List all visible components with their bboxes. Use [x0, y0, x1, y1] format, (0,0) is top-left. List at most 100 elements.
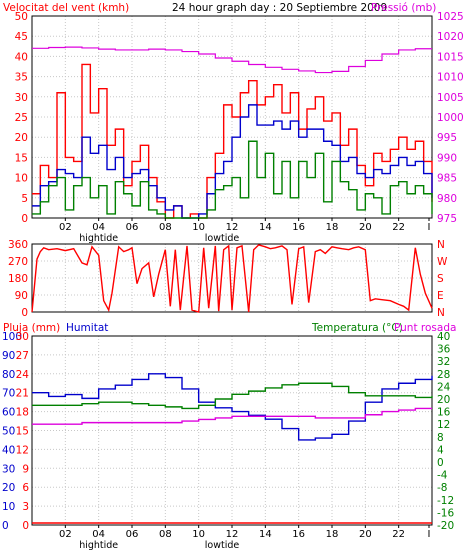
- humidity-tick-label: 9: [22, 463, 29, 475]
- temperature-tick-label: -4: [437, 470, 448, 482]
- direction-tick-label: 270: [8, 256, 28, 268]
- pressure-tick-label: 995: [437, 132, 457, 144]
- x-tick-label: 20: [359, 222, 372, 233]
- x-tick-label: 06: [126, 529, 139, 540]
- temperature-tick-label: -12: [437, 495, 454, 507]
- pressure-tick-label: 1015: [437, 51, 464, 63]
- rain-tick-label: 0: [2, 520, 9, 532]
- wind-speed-tick-label: 30: [15, 92, 28, 104]
- rain-tick-label: 50: [2, 426, 15, 438]
- x-tick-label: 22: [392, 222, 405, 233]
- rain-tick-label: 100: [2, 331, 22, 343]
- x-tick-label: 10: [192, 222, 205, 233]
- temperature-tick-label: -8: [437, 482, 447, 494]
- direction-tick-label: 180: [8, 273, 28, 285]
- temperature-tick-label: 0: [437, 457, 444, 469]
- x-tick-label: 04: [92, 222, 105, 233]
- wind-speed-tick-label: 45: [15, 31, 28, 43]
- wind-speed-tick-label: 0: [21, 213, 28, 225]
- humidity-tick-label: 30: [16, 331, 29, 343]
- lowtide-label: lowtide: [205, 233, 240, 244]
- series-line-wind-direction: [31, 244, 433, 313]
- temperature-tick-label: 28: [437, 369, 450, 381]
- x-tick-label: 04: [92, 529, 105, 540]
- series-line-temperatura-c-: [32, 382, 433, 410]
- series-line-avg: [32, 104, 433, 219]
- x-tick-label: 18: [326, 222, 339, 233]
- humidity-tick-label: 15: [16, 426, 29, 438]
- temperature-tick-label: -16: [437, 507, 454, 519]
- x-tick-label: 16: [292, 222, 305, 233]
- compass-tick-label: N: [437, 307, 445, 319]
- x-tick-label: I: [428, 222, 431, 233]
- direction-tick-label: 360: [8, 239, 28, 251]
- wind-speed-tick-label: 15: [15, 152, 28, 164]
- x-tick-label: 20: [359, 529, 372, 540]
- dewpoint-axis-title: Punt rosada: [394, 322, 456, 334]
- humidity-tick-label: 21: [16, 388, 29, 400]
- direction-tick-label: 0: [21, 307, 28, 319]
- rain-tick-label: 30: [2, 463, 15, 475]
- wind-speed-tick-label: 5: [21, 193, 28, 205]
- rain-tick-label: 40: [2, 444, 15, 456]
- x-tick-label: 12: [226, 529, 239, 540]
- pressure-tick-label: 980: [437, 193, 457, 205]
- rain-tick-label: 80: [2, 369, 15, 381]
- wind-speed-tick-label: 40: [15, 51, 28, 63]
- series-line-gust: [32, 63, 433, 219]
- x-tick-label: 10: [192, 529, 205, 540]
- wind-speed-tick-label: 10: [15, 173, 28, 185]
- series-line-punt-rosada: [32, 407, 432, 425]
- x-tick-label: 08: [159, 222, 172, 233]
- humidity-axis-title: Humitat: [66, 322, 108, 334]
- pressure-tick-label: 1005: [437, 92, 464, 104]
- rain-tick-label: 90: [2, 350, 15, 362]
- temperature-tick-label: 24: [437, 381, 451, 393]
- temperature-tick-label: 4: [437, 444, 444, 456]
- temperature-tick-label: 20: [437, 394, 450, 406]
- temperature-tick-label: 12: [437, 419, 450, 431]
- humidity-tick-label: 12: [16, 444, 29, 456]
- compass-tick-label: E: [437, 290, 444, 302]
- humidity-tick-label: 24: [16, 369, 30, 381]
- x-tick-label: I: [428, 529, 431, 540]
- humidity-temperature-panel: 0102030405060708090100036912151821242730…: [2, 331, 454, 551]
- x-tick-label: 14: [259, 222, 272, 233]
- rain-tick-label: 70: [2, 388, 15, 400]
- wind-speed-tick-label: 35: [15, 72, 28, 84]
- temperature-tick-label: 8: [437, 432, 444, 444]
- hightide-label: hightide: [79, 233, 118, 244]
- humidity-tick-label: 3: [22, 501, 29, 513]
- compass-tick-label: N: [437, 239, 445, 251]
- wind-speed-tick-label: 25: [15, 112, 28, 124]
- pressure-tick-label: 1020: [437, 31, 464, 43]
- wind-speed-tick-label: 50: [15, 11, 28, 23]
- x-tick-label: 16: [292, 529, 305, 540]
- humidity-tick-label: 27: [16, 350, 29, 362]
- x-tick-label: 14: [259, 529, 272, 540]
- rain-axis-title: Pluja (mm): [3, 322, 60, 334]
- series-line-min: [32, 140, 433, 219]
- plot-frame: [31, 243, 433, 313]
- direction-tick-label: 90: [15, 290, 28, 302]
- humidity-tick-label: 0: [22, 520, 29, 532]
- hightide-label: hightide: [79, 540, 118, 551]
- series-line-humitat: [32, 373, 433, 441]
- x-tick-label: 02: [59, 529, 72, 540]
- temperature-axis-title: Temperatura (°C): [311, 322, 403, 334]
- pressure-tick-label: 1025: [437, 11, 464, 23]
- wind-speed-axis-title: Velocitat del vent (kmh): [3, 2, 129, 14]
- series-line-pressi-mb-: [32, 46, 432, 74]
- pressure-axis-title: Pressió (mb): [371, 2, 436, 14]
- humidity-tick-label: 6: [22, 482, 29, 494]
- pressure-tick-label: 1000: [437, 112, 464, 124]
- wind-speed-tick-label: 20: [15, 132, 28, 144]
- temperature-tick-label: 32: [437, 356, 450, 368]
- header: Velocitat del vent (kmh) 24 hour graph d…: [3, 2, 436, 14]
- chart-title: 24 hour graph day : 20 Septiembre 2009: [172, 2, 387, 14]
- temperature-tick-label: 40: [437, 331, 450, 343]
- x-tick-label: 08: [159, 529, 172, 540]
- rain-tick-label: 60: [2, 407, 15, 419]
